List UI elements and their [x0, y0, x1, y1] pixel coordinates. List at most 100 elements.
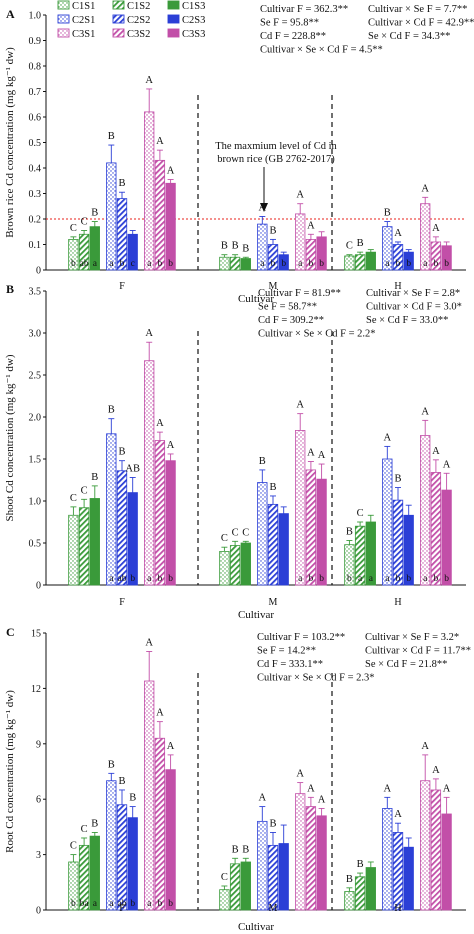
bar-C3S2-F [154, 737, 166, 911]
x-category-label: F [119, 597, 125, 608]
significance-upper: C [346, 241, 353, 252]
significance-upper: B [108, 405, 115, 416]
y-tick-label: 2.0 [29, 413, 42, 424]
significance-lower: b [347, 574, 352, 584]
bar-C1S2-H [354, 876, 366, 911]
significance-upper: A [384, 432, 392, 443]
significance-lower: b [434, 574, 439, 584]
y-axis-label: Brown rice Cd concentration (mg kg⁻¹ dw) [4, 47, 16, 238]
significance-upper: A [394, 809, 402, 820]
legend-swatch-C2S3 [167, 14, 180, 24]
x-axis-label: Cultivar [238, 609, 274, 621]
y-tick-label: 1.0 [29, 11, 42, 22]
legend-label: C2S3 [182, 15, 205, 26]
legend-label: C2S2 [127, 15, 150, 26]
significance-upper: A [307, 783, 315, 794]
bar-C3S3-F [165, 182, 176, 271]
bar-C3S1-H [420, 435, 431, 586]
significance-upper: B [269, 225, 276, 236]
y-axis-label: Root Cd concentration (mg kg⁻¹ dw) [4, 690, 16, 853]
significance-upper: A [296, 190, 304, 201]
significance-upper: C [70, 493, 77, 504]
x-category-label: M [269, 281, 278, 292]
significance-lower: ab [118, 899, 127, 909]
significance-upper: C [242, 527, 249, 538]
significance-upper: A [156, 708, 164, 719]
bar-C1S2-F [78, 507, 90, 586]
significance-lower: a [423, 574, 428, 584]
significance-lower: b [396, 259, 401, 269]
y-tick-label: 2.5 [29, 371, 42, 382]
y-tick-label: 0.6 [29, 113, 42, 124]
legend-label: C1S3 [182, 1, 205, 12]
y-tick-label: 15 [31, 629, 41, 640]
significance-lower: b [406, 574, 411, 584]
significance-lower: a [298, 259, 303, 269]
bar-C2S1-H [382, 458, 393, 586]
y-tick-label: 0.2 [29, 215, 42, 226]
significance-lower: b [309, 574, 314, 584]
significance-lower: a [93, 899, 98, 909]
significance-upper: A [296, 769, 304, 780]
x-category-label: M [269, 903, 278, 914]
bar-C3S3-H [441, 813, 452, 911]
significance-lower: a [298, 574, 303, 584]
bar-C2S1-F [106, 780, 117, 911]
significance-lower: b [130, 574, 135, 584]
anova-stat: Se × Cd F = 34.3** [368, 31, 450, 42]
significance-upper: B [118, 447, 125, 458]
bar-C3S3-F [165, 769, 176, 911]
anova-stat: Se F = 58.7** [258, 302, 317, 313]
significance-lower: a [147, 574, 152, 584]
significance-upper: A [259, 793, 267, 804]
significance-lower: a [260, 259, 265, 269]
anova-stat: Cultivar F = 362.3** [260, 4, 348, 15]
significance-upper: C [357, 508, 364, 519]
significance-upper: B [232, 241, 239, 252]
y-tick-label: 1.0 [29, 497, 42, 508]
y-tick-label: 0.7 [29, 87, 42, 98]
legend-swatch-C3S2 [112, 28, 125, 38]
bar-C2S3-M [278, 843, 289, 911]
legend-label: C1S2 [127, 1, 150, 12]
significance-lower: a [369, 574, 374, 584]
significance-upper: C [232, 527, 239, 538]
anova-stat: Se × Cd F = 21.8** [365, 659, 447, 670]
significance-lower: b [168, 259, 173, 269]
bar-C3S2-H [430, 789, 442, 911]
anova-stat: Cultivar F = 81.9** [258, 288, 341, 299]
anova-stat: Cultivar × Se F = 3.2* [365, 632, 459, 643]
significance-upper: B [269, 482, 276, 493]
y-tick-label: 0.3 [29, 189, 42, 200]
bar-C3S2-M [305, 806, 317, 911]
significance-lower: b [158, 574, 163, 584]
anova-stat: Se F = 95.8** [260, 18, 319, 29]
significance-upper: A [432, 446, 440, 457]
legend-swatch-C1S3 [167, 0, 180, 10]
significance-upper: A [167, 440, 175, 451]
significance-lower: a [109, 899, 114, 909]
x-category-label: F [119, 281, 125, 292]
significance-upper: B [394, 474, 401, 485]
significance-upper: C [70, 841, 77, 852]
bar-C2S1-M [257, 820, 268, 911]
anova-stat: Cd F = 309.2** [258, 315, 324, 326]
significance-upper: B [108, 131, 115, 142]
significance-upper: A [156, 418, 164, 429]
significance-upper: C [81, 824, 88, 835]
y-tick-label: 12 [31, 684, 41, 695]
anova-stat: Cultivar F = 103.2** [257, 632, 345, 643]
bar-C3S3-M [316, 478, 327, 586]
significance-lower: a [93, 259, 98, 269]
bar-C2S2-H [392, 499, 404, 586]
anova-stat: Cd F = 333.1** [257, 659, 323, 670]
significance-lower: a [147, 899, 152, 909]
bar-C1S3-H [365, 251, 376, 271]
significance-upper: B [384, 208, 391, 219]
significance-upper: A [421, 183, 429, 194]
x-axis-label: Cultivar [238, 921, 274, 933]
significance-upper: C [70, 223, 77, 234]
panel-B: 00.51.01.52.02.53.03.5CCBBaBabABbAaAbAbC… [4, 282, 466, 621]
significance-lower: ba [80, 899, 90, 909]
